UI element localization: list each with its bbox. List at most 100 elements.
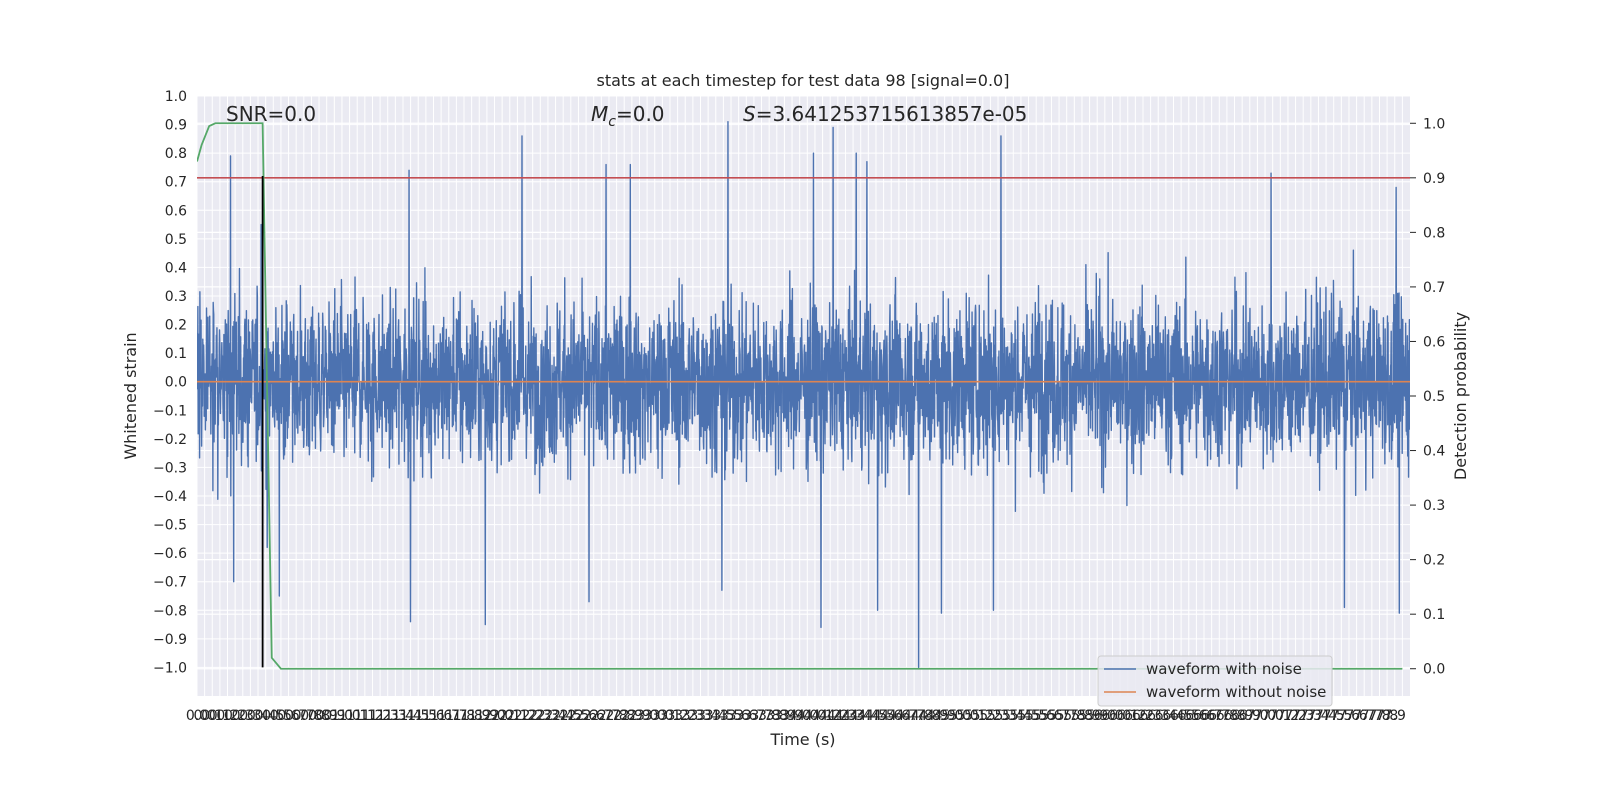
y-tick-label-right: 0.0 [1423,662,1445,678]
x-tick-label: 5.0 [956,708,978,724]
x-tick-label: 1.3 [384,708,406,724]
x-tick-label: 3.2 [674,708,696,724]
x-tick-label: 1.2 [361,708,383,724]
annotation-snr: SNR=0.0 [226,102,316,126]
x-tick-label: 5.0 [941,708,963,724]
x-tick-label: 1.5 [415,708,437,724]
x-tick-label: 0.8 [300,708,322,724]
legend-box [1097,655,1333,707]
x-tick-label: 2.5 [560,708,582,724]
x-tick-label: 2.4 [552,708,574,724]
x-tick-label: 0.9 [323,708,345,724]
x-axis-label: Time (s) [769,730,835,749]
x-tick-label: 7.5 [1330,708,1352,724]
x-tick-label: 7.0 [1262,708,1284,724]
y-axis-label-left: Whitened strain [121,332,140,459]
legend-label-without-noise: waveform without noise [1146,683,1326,701]
legend-label-with-noise: waveform with noise [1146,660,1302,678]
y-tick-label-left: 0.5 [165,232,187,248]
x-tick-label: 1.0 [331,708,353,724]
x-tick-label: 6.7 [1208,708,1230,724]
x-tick-label: 7.6 [1345,708,1367,724]
x-tick-label: 3.4 [697,708,719,724]
x-tick-label: 7.0 [1254,708,1276,724]
x-tick-label: 2.0 [491,708,513,724]
x-tick-label: 3.5 [720,708,742,724]
annotation-chirp-mass-subscript: c [608,114,616,130]
x-tick-label: 6.8 [1223,708,1245,724]
x-tick-label: 3.8 [758,708,780,724]
x-tick-label: 1.1 [346,708,368,724]
x-tick-label: 7.0 [1246,708,1268,724]
x-tick-label: 0.2 [216,708,238,724]
x-tick-label: 3.0 [651,708,673,724]
x-tick-label: 0.2 [224,708,246,724]
x-tick-label: 1.8 [453,708,475,724]
x-tick-label: 2.8 [605,708,627,724]
x-tick-label: 1.4 [392,708,414,724]
x-tick-label: 6.9 [1239,708,1261,724]
x-tick-label: 3.0 [636,708,658,724]
x-tick-label: 4.2 [827,708,849,724]
annotation-s: S=3.641253715613857e-05 [743,102,1027,126]
x-tick-label: 6.6 [1185,708,1207,724]
x-tick-label: 1.5 [407,708,429,724]
x-tick-label: 5.0 [949,708,971,724]
x-tick-label: 1.1 [354,708,376,724]
x-tick-label: 4.0 [789,708,811,724]
x-tick-label: 7.1 [1269,708,1291,724]
y-axis-right-ticks: 1.0 0.9 0.8 0.7 0.6 0.5 0.4 0.3 0.2 0.1 0.0 [1410,116,1445,678]
series-waveform-with-noise [197,121,1410,669]
x-tick-label: 3.5 [712,708,734,724]
x-tick-label: 5.2 [979,708,1001,724]
y-tick-label-left: 0.4 [165,260,187,276]
x-tick-label: 5.3 [987,708,1009,724]
x-tick-label: 0.5 [262,708,284,724]
x-tick-label: 4.9 [934,708,956,724]
x-tick-label: 5.4 [1002,708,1024,724]
x-tick-label: 6.7 [1201,708,1223,724]
annotation-s-value: =3.641253715613857e-05 [756,102,1028,126]
y-tick-label-left: −0.6 [153,546,187,562]
x-tick-label: 0.5 [270,708,292,724]
x-tick-label: 3.7 [750,708,772,724]
y-tick-label-left: 0.7 [165,175,187,191]
x-tick-label: 5.8 [1071,708,1093,724]
x-tick-label: 6.0 [1094,708,1116,724]
y-tick-label-left: −0.2 [153,432,187,448]
y-tick-label-left: −0.3 [153,460,187,476]
x-tick-label: 4.4 [857,708,879,724]
x-tick-label: 1.6 [430,708,452,724]
x-tick-label: 0.8 [308,708,330,724]
y-tick-label-right: 0.9 [1423,171,1445,187]
chart-title: stats at each timestep for test data 98 … [597,71,1010,90]
x-tick-label: 7.7 [1361,708,1383,724]
x-tick-label: 6.1 [1117,708,1139,724]
x-tick-label: 0.7 [293,708,315,724]
x-tick-label: 0.3 [232,708,254,724]
x-tick-label: 7.8 [1376,708,1398,724]
x-tick-label: 7.7 [1353,708,1375,724]
x-tick-label: 4.7 [895,708,917,724]
x-tick-label: 5.9 [1078,708,1100,724]
x-tick-label: 1.7 [445,708,467,724]
x-tick-label: 3.3 [689,708,711,724]
y-tick-label-left: −1.0 [153,660,187,676]
x-tick-label: 3.4 [705,708,727,724]
x-tick-label: 3.3 [682,708,704,724]
x-tick-label: 5.2 [972,708,994,724]
x-tick-label: 7.6 [1338,708,1360,724]
x-tick-label: 1.6 [422,708,444,724]
x-tick-label: 6.9 [1231,708,1253,724]
x-tick-label: 7.2 [1284,708,1306,724]
annotation-chirp-mass: Mc=0.0 [591,102,665,130]
x-tick-label: 7.2 [1277,708,1299,724]
x-tick-label: 2.3 [537,708,559,724]
y-tick-label-left: −0.5 [153,518,187,534]
annotation-chirp-mass-symbol: M [591,102,608,126]
x-tick-label: 5.8 [1063,708,1085,724]
x-tick-label: 7.3 [1292,708,1314,724]
y-tick-label-right: 0.6 [1423,334,1445,350]
x-tick-label: 4.8 [918,708,940,724]
x-tick-label: 5.5 [1017,708,1039,724]
